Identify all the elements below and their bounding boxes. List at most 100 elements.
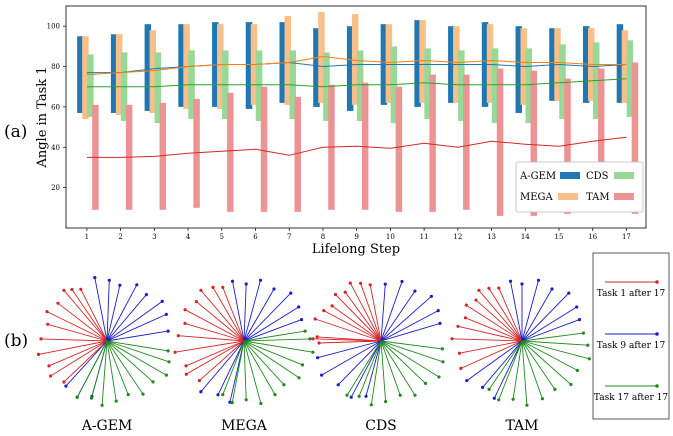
ray-tip-task17 bbox=[297, 376, 301, 380]
star-legend-label: Task 1 after 17 bbox=[597, 289, 666, 299]
ray-task9 bbox=[521, 319, 580, 342]
bar-mega-5 bbox=[217, 24, 224, 109]
ray-tip-task1 bbox=[315, 335, 319, 339]
star-tam: TAM bbox=[450, 278, 591, 434]
ray-tip-task17 bbox=[413, 393, 417, 397]
ray-tip-task9 bbox=[64, 384, 68, 388]
ray-task1 bbox=[184, 309, 245, 342]
ray-tip-task9 bbox=[289, 291, 293, 295]
ray-task1 bbox=[212, 287, 245, 342]
ray-task17 bbox=[91, 340, 108, 399]
ray-task1 bbox=[185, 340, 245, 367]
ray-task1 bbox=[344, 291, 382, 342]
ray-tip-task17 bbox=[308, 337, 312, 341]
ray-tip-task1 bbox=[464, 303, 468, 307]
x-tick-label: 7 bbox=[287, 233, 291, 241]
ray-tip-task17 bbox=[586, 343, 590, 347]
ray-task9 bbox=[106, 285, 121, 342]
ray-task1 bbox=[80, 289, 108, 342]
ray-tip-task17 bbox=[398, 393, 402, 397]
star-label-mega: MEGA bbox=[221, 418, 268, 434]
x-tick-label: 12 bbox=[453, 233, 462, 241]
ray-tip-task1 bbox=[79, 287, 83, 291]
star-label-a-gem: A-GEM bbox=[81, 418, 133, 434]
ray-tip-task17 bbox=[540, 397, 545, 401]
bar-mega-3 bbox=[149, 30, 157, 113]
ray-task17 bbox=[380, 340, 426, 384]
ray-task9 bbox=[521, 306, 577, 342]
ray-task9 bbox=[317, 340, 382, 359]
legend-swatch-mega bbox=[558, 193, 578, 200]
y-tick-label: 40 bbox=[51, 144, 60, 152]
ray-task9 bbox=[337, 340, 382, 386]
ray-tip-task1 bbox=[343, 290, 347, 294]
ray-tip-task1 bbox=[487, 286, 491, 290]
ray-task1 bbox=[459, 340, 523, 354]
legend-swatch-a-gem bbox=[560, 172, 580, 179]
ray-tip-task1 bbox=[333, 292, 338, 297]
ray-task9 bbox=[380, 284, 386, 342]
ray-task17 bbox=[521, 340, 556, 390]
ray-tip-task17 bbox=[553, 387, 557, 391]
ray-tip-task17 bbox=[525, 403, 529, 407]
x-tick-label: 4 bbox=[186, 233, 191, 241]
ray-tip-task9 bbox=[230, 279, 235, 283]
ray-tip-task9 bbox=[577, 318, 582, 322]
ray-tip-task17 bbox=[441, 360, 445, 364]
ray-task17 bbox=[380, 340, 443, 350]
ray-tip-task17 bbox=[575, 368, 580, 372]
ray-task17 bbox=[243, 338, 311, 342]
bar-cds-17 bbox=[626, 40, 634, 117]
ray-tip-task17 bbox=[221, 393, 225, 397]
plot-frame bbox=[65, 5, 647, 229]
ray-task9 bbox=[321, 340, 382, 376]
ray-task9 bbox=[217, 340, 245, 395]
star-mega: MEGA bbox=[173, 278, 315, 434]
ray-tip-task1 bbox=[477, 288, 481, 292]
ray-task17 bbox=[106, 340, 170, 363]
ray-tip-task17 bbox=[167, 360, 171, 364]
ray-tip-task9 bbox=[316, 356, 320, 360]
ray-task17 bbox=[521, 340, 528, 406]
bar-cds-3 bbox=[154, 52, 162, 124]
bar-cds-1 bbox=[87, 54, 94, 117]
ray-tip-task17 bbox=[423, 381, 428, 385]
bar-cds-12 bbox=[458, 50, 465, 122]
x-tick-label: 5 bbox=[220, 233, 224, 241]
ray-tip-task1 bbox=[330, 304, 334, 308]
ray-task9 bbox=[106, 280, 110, 342]
x-tick-label: 16 bbox=[588, 233, 597, 241]
ray-tip-task1 bbox=[457, 351, 461, 355]
ray-task9 bbox=[243, 319, 302, 342]
bar-mega-10 bbox=[385, 24, 393, 103]
ray-task1 bbox=[460, 340, 523, 369]
ray-tip-task1 bbox=[348, 281, 352, 285]
ray-task17 bbox=[521, 340, 590, 360]
ray-task17 bbox=[370, 340, 382, 405]
ray-tip-task9 bbox=[575, 305, 579, 309]
ray-task9 bbox=[243, 283, 247, 342]
ray-task17 bbox=[101, 340, 108, 406]
bar-mega-1 bbox=[82, 36, 89, 120]
ray-task1 bbox=[63, 290, 108, 342]
ray-tip-task1 bbox=[313, 317, 317, 321]
x-tick-label: 13 bbox=[487, 233, 496, 241]
ray-tip-task1 bbox=[47, 364, 51, 368]
ray-tip-task9 bbox=[199, 390, 203, 394]
star-label-cds: CDS bbox=[365, 418, 397, 434]
x-tick-label: 11 bbox=[420, 233, 429, 241]
x-tick-label: 1 bbox=[85, 233, 89, 241]
ray-task9 bbox=[350, 340, 382, 398]
panel-label-b: (b) bbox=[4, 331, 28, 351]
ray-tip-task17 bbox=[369, 403, 373, 407]
ray-tip-task17 bbox=[273, 393, 277, 397]
y-axis-label: Angle in Task 1 bbox=[35, 66, 50, 168]
ray-task17 bbox=[243, 340, 262, 404]
ray-task9 bbox=[243, 292, 292, 342]
star-legend-label: Task 9 after 17 bbox=[597, 341, 666, 351]
ray-tip-task9 bbox=[336, 383, 340, 387]
ray-task9 bbox=[106, 284, 138, 342]
ray-tip-task9 bbox=[383, 282, 387, 286]
legend-swatch-cds bbox=[614, 172, 634, 179]
ray-tip-task9 bbox=[107, 278, 111, 282]
